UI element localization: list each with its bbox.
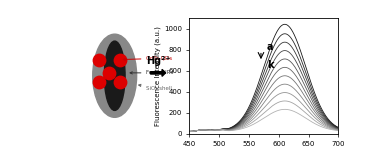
Text: Hg²⁺: Hg²⁺ [146, 56, 170, 66]
Point [96, 80, 102, 83]
Ellipse shape [93, 34, 136, 117]
Ellipse shape [104, 41, 125, 110]
Point [117, 58, 123, 61]
Point [96, 58, 102, 61]
Point [106, 72, 112, 74]
Text: a: a [267, 42, 273, 52]
Text: SiO₂ shell: SiO₂ shell [139, 84, 172, 91]
FancyArrow shape [150, 69, 165, 76]
Text: CdTe QDs: CdTe QDs [123, 56, 173, 61]
Point [117, 80, 123, 83]
Text: Fe₂O₃ NRs: Fe₂O₃ NRs [130, 70, 174, 75]
Y-axis label: Fluorescence Intensity (a.u.): Fluorescence Intensity (a.u.) [155, 26, 161, 126]
Text: k: k [267, 60, 274, 70]
